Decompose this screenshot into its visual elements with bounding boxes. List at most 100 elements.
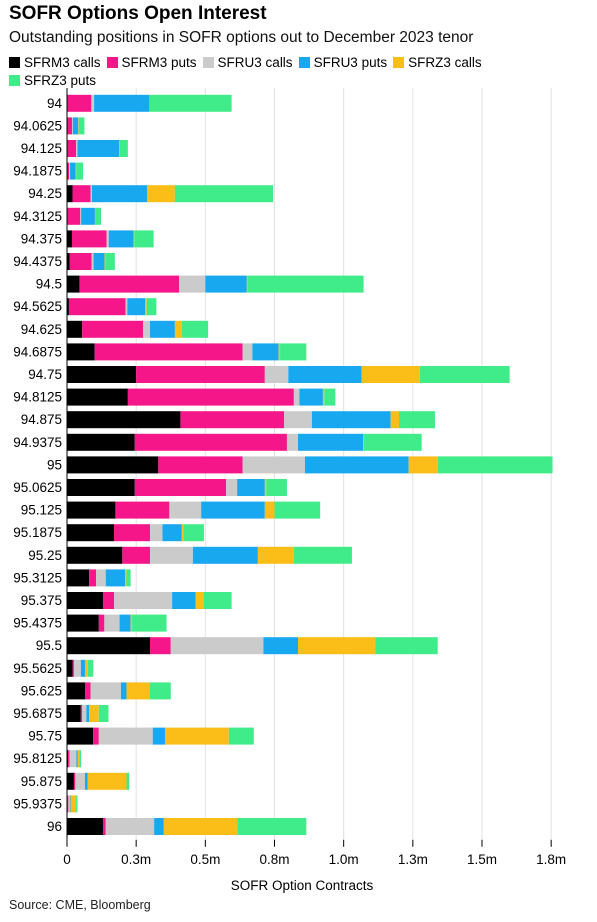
category-label: 95.5 bbox=[36, 638, 62, 653]
bar-segment bbox=[226, 479, 238, 496]
bar-segment bbox=[278, 343, 281, 361]
category-label: 95.1875 bbox=[13, 525, 62, 540]
bar-segment bbox=[242, 456, 305, 474]
bar-segment bbox=[205, 275, 247, 293]
bar-segment bbox=[98, 705, 109, 722]
category-label: 95.3125 bbox=[13, 570, 62, 585]
bar-segment bbox=[150, 524, 163, 542]
bar-segment bbox=[322, 388, 325, 406]
category-label: 94.125 bbox=[21, 141, 62, 156]
bar-segment bbox=[162, 524, 182, 542]
legend-label: SFRU3 calls bbox=[217, 55, 293, 70]
bar-segment bbox=[89, 705, 99, 722]
bar-segment bbox=[419, 366, 510, 383]
chart-title: SOFR Options Open Interest bbox=[9, 3, 267, 24]
bar-segment bbox=[79, 750, 82, 768]
x-tick-label: 1.0m bbox=[329, 852, 359, 867]
bar-segment bbox=[68, 750, 70, 768]
legend-item: SFRU3 puts bbox=[298, 54, 388, 72]
x-tick-label: 0.5m bbox=[190, 852, 220, 867]
bar-segment bbox=[264, 479, 267, 496]
category-label: 94.5625 bbox=[13, 299, 62, 314]
bar-segment bbox=[180, 411, 285, 429]
bar-segment bbox=[67, 727, 94, 745]
bar-segment bbox=[72, 117, 79, 135]
bar-segment bbox=[76, 140, 78, 157]
x-axis-title: SOFR Option Contracts bbox=[231, 878, 374, 893]
bar-segment bbox=[134, 433, 287, 451]
bar-segment bbox=[67, 275, 80, 293]
bar-segment bbox=[67, 140, 77, 157]
legend-item: SFRU3 calls bbox=[202, 54, 293, 72]
bar-segment bbox=[304, 456, 409, 474]
category-label: 95.6875 bbox=[13, 706, 62, 721]
stacked-bar-chart: 94 94.0625 94.125 94.1875 94.25 94.3125 94.375… bbox=[13, 88, 566, 893]
bar-segment bbox=[69, 750, 77, 768]
bar-segment bbox=[192, 546, 258, 564]
bar-segment bbox=[67, 569, 90, 587]
bar-segment bbox=[67, 705, 81, 722]
bar-segment bbox=[237, 479, 265, 496]
bar-segment bbox=[67, 524, 115, 542]
category-label: 94.5 bbox=[36, 277, 62, 292]
bar-segment bbox=[361, 366, 420, 383]
bar-segment bbox=[363, 433, 422, 451]
legend-swatch bbox=[298, 57, 310, 68]
legend-item: SFRZ3 puts bbox=[9, 72, 96, 90]
bar-segment bbox=[150, 637, 171, 655]
category-label: 94.625 bbox=[21, 322, 62, 337]
bar-segment bbox=[181, 320, 209, 338]
bar-segment bbox=[114, 592, 173, 609]
bar-segment bbox=[73, 659, 81, 677]
bar-segment bbox=[246, 275, 248, 293]
bar-segment bbox=[77, 140, 120, 157]
bar-segment bbox=[69, 162, 71, 180]
category-label: 94.6875 bbox=[13, 344, 62, 359]
bar-segment bbox=[150, 546, 193, 564]
bar-segment bbox=[280, 343, 307, 361]
legend-swatch bbox=[393, 57, 405, 68]
x-tick-label: 1.3m bbox=[398, 852, 428, 867]
bar-segment bbox=[126, 772, 130, 790]
bar-segment bbox=[242, 343, 253, 361]
chart-subtitle: Outstanding positions in SOFR options ou… bbox=[9, 29, 474, 46]
bar-segment bbox=[70, 162, 76, 180]
category-label: 95.5625 bbox=[13, 661, 62, 676]
category-label: 94.875 bbox=[21, 412, 62, 427]
bar-segment bbox=[80, 705, 83, 722]
bar-segment bbox=[174, 320, 182, 338]
bar-segment bbox=[79, 275, 180, 293]
category-label: 96 bbox=[47, 819, 62, 834]
bar-segment bbox=[67, 162, 70, 180]
bar-segment bbox=[67, 772, 74, 790]
bar-segment bbox=[78, 117, 79, 135]
bar-segment bbox=[76, 750, 78, 768]
bar-segment bbox=[134, 479, 227, 496]
chart-legend: SFRM3 calls SFRM3 puts SFRU3 calls SFRU3 pu… bbox=[9, 54, 569, 90]
bar-segment bbox=[67, 298, 69, 316]
bar-segment bbox=[80, 659, 85, 677]
bar-segment bbox=[67, 637, 150, 655]
bar-segment bbox=[127, 298, 146, 316]
bar-segment bbox=[95, 207, 102, 225]
bar-segment bbox=[67, 546, 123, 564]
legend-label: SFRM3 calls bbox=[24, 55, 101, 70]
bar-segment bbox=[119, 140, 120, 157]
bar-segment bbox=[169, 501, 202, 519]
legend-swatch bbox=[9, 75, 20, 86]
category-label: 95 bbox=[47, 457, 62, 472]
bar-segment bbox=[67, 479, 135, 496]
x-tick-label: 0.8m bbox=[259, 852, 289, 867]
bar-segment bbox=[91, 253, 94, 270]
bar-segment bbox=[237, 818, 307, 835]
category-label: 95.25 bbox=[28, 548, 62, 563]
legend-label: SFRU3 puts bbox=[313, 55, 388, 70]
bar-segment bbox=[149, 94, 150, 112]
bar-segment bbox=[286, 433, 299, 451]
bar-segment bbox=[203, 592, 232, 609]
category-label: 95.75 bbox=[28, 729, 62, 744]
bar-segment bbox=[71, 117, 73, 135]
bar-segment bbox=[174, 185, 274, 203]
bar-segment bbox=[375, 637, 438, 655]
bar-segment bbox=[94, 94, 150, 112]
